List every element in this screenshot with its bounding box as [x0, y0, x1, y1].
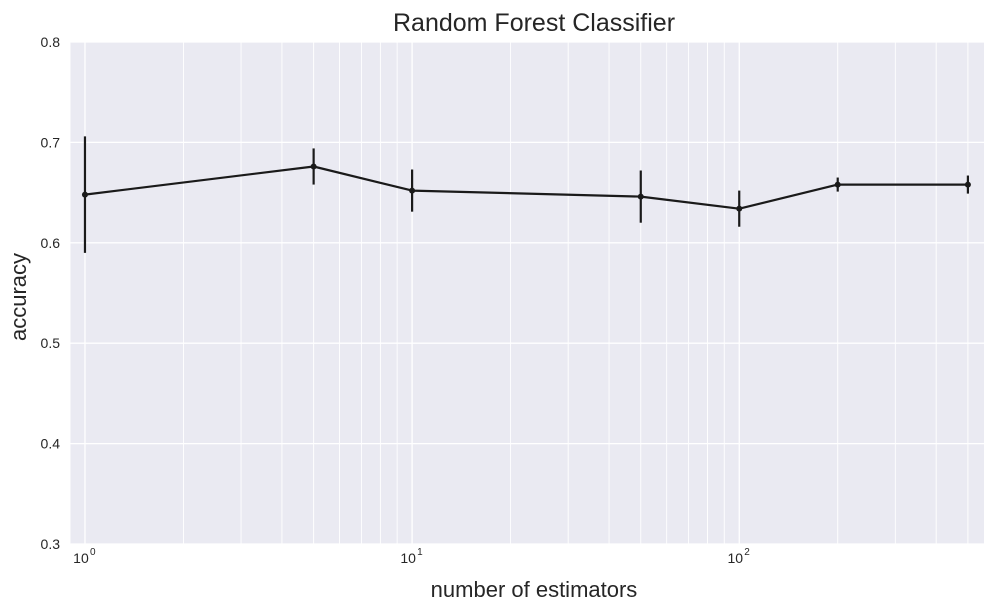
data-point — [81, 191, 88, 198]
plot-area — [70, 42, 984, 544]
x-axis-label: number of estimators — [431, 577, 638, 602]
y-tick-label: 0.7 — [41, 134, 61, 150]
y-tick-label: 0.5 — [41, 335, 61, 351]
x-tick-exponent: 0 — [90, 547, 96, 558]
minor-gridlines — [69, 42, 969, 544]
x-tick-label: 10 0 — [73, 547, 96, 566]
y-axis-label: accuracy — [6, 253, 31, 341]
x-tick-base: 10 — [400, 550, 416, 566]
data-point — [310, 163, 317, 170]
x-tick-label: 10 1 — [400, 547, 423, 566]
y-tick-label: 0.3 — [41, 536, 61, 552]
data-point — [736, 205, 743, 212]
x-tick-base: 10 — [73, 550, 89, 566]
data-points — [81, 163, 971, 212]
x-tick-labels: 10 0 10 1 10 2 — [73, 547, 750, 566]
y-tick-label: 0.4 — [41, 436, 61, 452]
data-point — [409, 187, 416, 194]
x-tick-base: 10 — [727, 550, 743, 566]
chart-title: Random Forest Classifier — [393, 9, 675, 37]
x-tick-label: 10 2 — [727, 547, 750, 566]
x-tick-exponent: 2 — [744, 547, 750, 558]
data-point — [637, 193, 644, 200]
data-point — [834, 181, 841, 188]
y-tick-labels: 0.3 0.4 0.5 0.6 0.7 0.8 — [41, 34, 61, 552]
y-tick-label: 0.8 — [41, 34, 61, 50]
x-tick-exponent: 1 — [417, 547, 423, 558]
major-gridlines — [70, 41, 984, 545]
data-point — [964, 181, 971, 188]
y-tick-label: 0.6 — [41, 235, 61, 251]
